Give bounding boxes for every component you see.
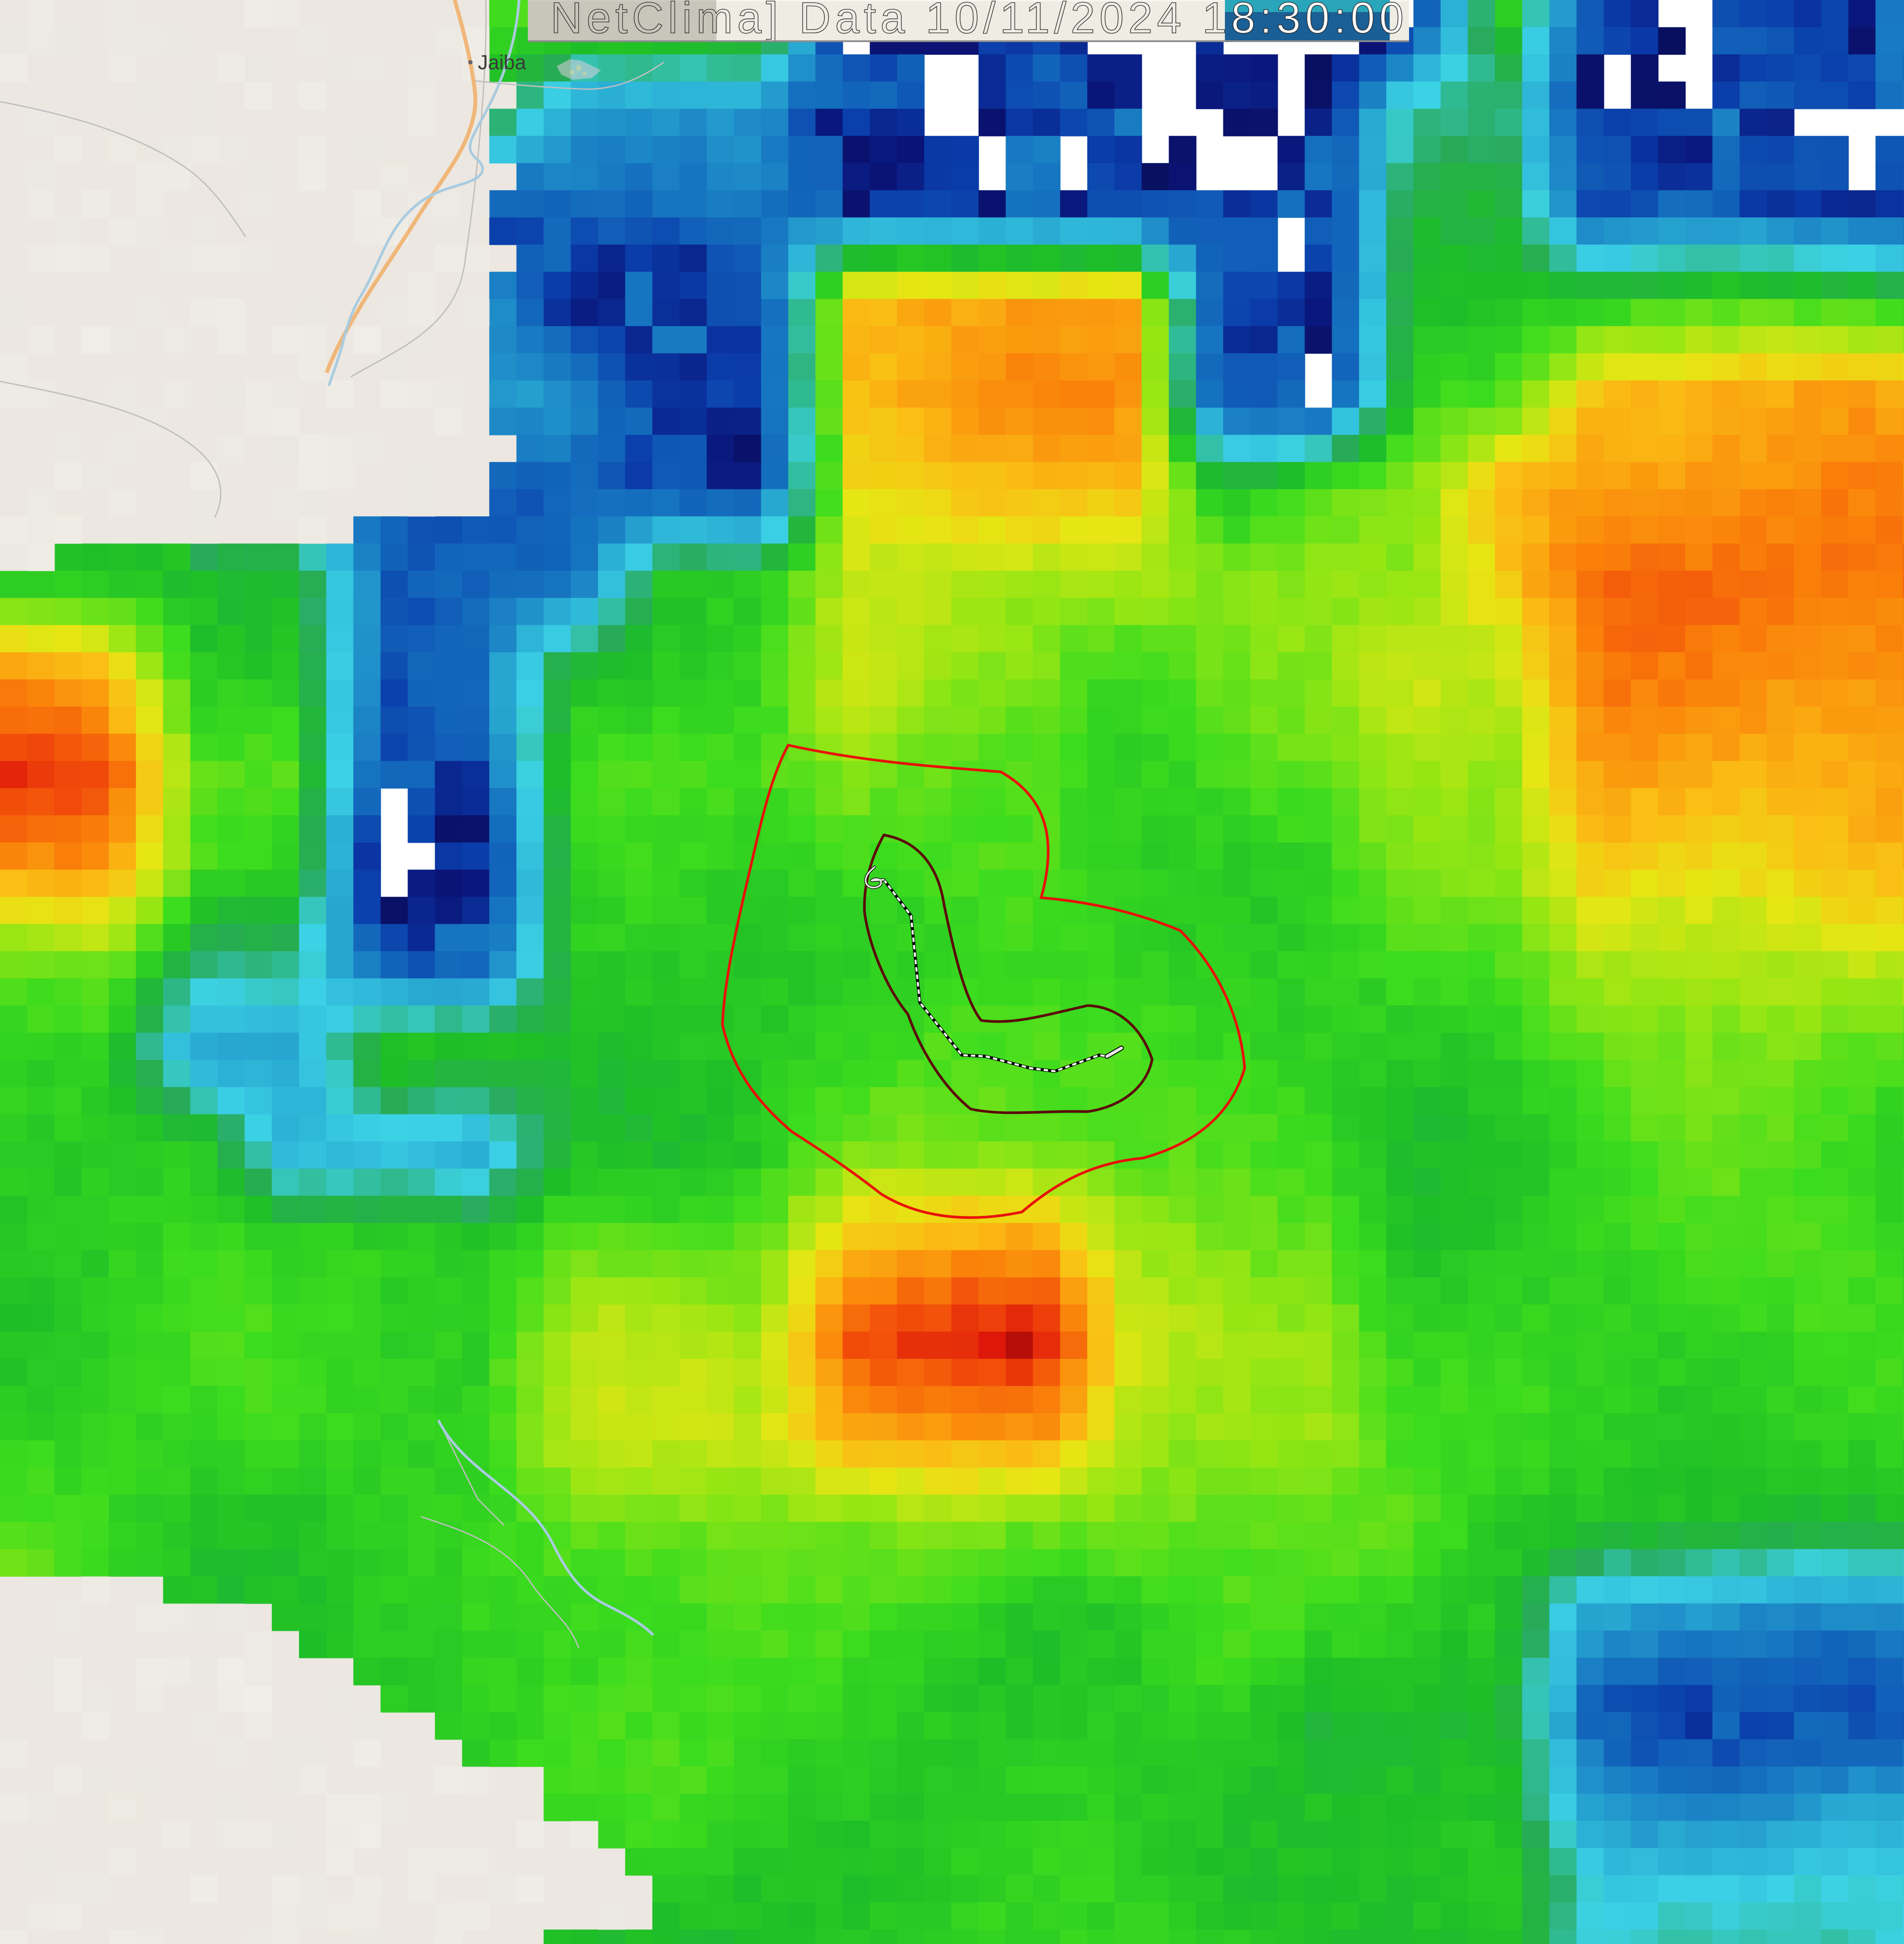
svg-text:Jaiba: Jaiba <box>478 51 526 74</box>
